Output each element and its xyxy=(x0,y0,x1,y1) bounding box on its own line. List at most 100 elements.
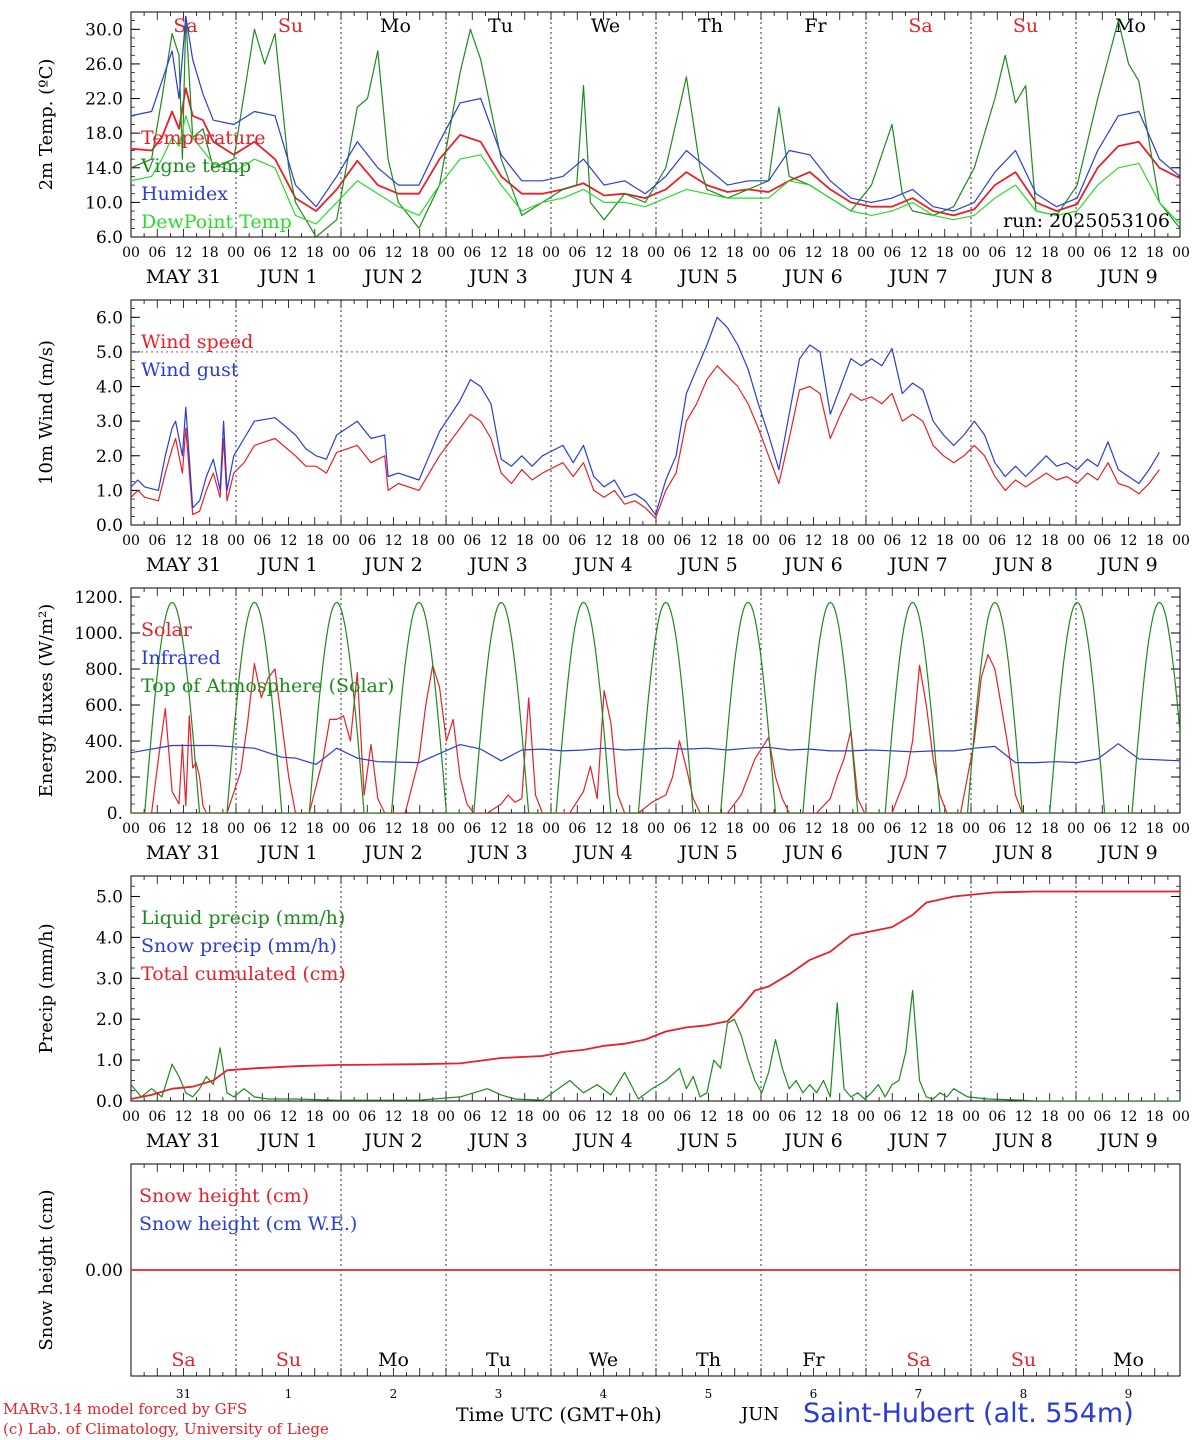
y-tick-label: 5.0 xyxy=(96,887,123,907)
hour-label: 18 xyxy=(201,1109,219,1125)
hour-label: 18 xyxy=(306,821,324,837)
hour-label: 00 xyxy=(332,245,350,261)
day-number: 2 xyxy=(390,1387,398,1401)
hour-label: 06 xyxy=(883,1109,901,1125)
weekday-label: We xyxy=(589,1349,618,1371)
y-tick-label: 3.0 xyxy=(96,412,123,432)
hour-label: 12 xyxy=(280,1109,298,1125)
y-tick-label: 200. xyxy=(85,768,123,788)
y-tick-label: 0.0 xyxy=(96,1092,123,1112)
hour-label: 12 xyxy=(595,533,613,549)
hour-label: 00 xyxy=(1067,821,1085,837)
y-tick-label: 22.0 xyxy=(85,90,123,110)
hour-label: 12 xyxy=(910,245,928,261)
series-wind-speed xyxy=(131,365,1160,519)
hour-label: 12 xyxy=(910,533,928,549)
lab-credit: (c) Lab. of Climatology, University of L… xyxy=(3,1420,329,1438)
day-number: 5 xyxy=(705,1387,713,1401)
legend-entry: Liquid precip (mm/h) xyxy=(141,907,345,929)
panel-frame xyxy=(130,11,1181,238)
series-infrared xyxy=(131,743,1180,765)
hour-label: 06 xyxy=(778,245,796,261)
series-dewpoint-temp xyxy=(131,115,1180,225)
y-axis-label: Precip (mm/h) xyxy=(36,923,57,1053)
date-label: JUN 2 xyxy=(362,842,422,864)
hour-label: 12 xyxy=(175,821,193,837)
legend-entry: Vigne temp xyxy=(140,155,251,177)
hour-label: 18 xyxy=(201,821,219,837)
hour-label: 18 xyxy=(306,245,324,261)
y-tick-label: 1.0 xyxy=(96,481,123,501)
hour-label: 12 xyxy=(1015,1109,1033,1125)
series-group xyxy=(131,316,1160,519)
hour-label: 12 xyxy=(1120,1109,1138,1125)
hour-label: 12 xyxy=(490,245,508,261)
hour-label: 00 xyxy=(752,245,770,261)
hour-label: 00 xyxy=(647,1109,665,1125)
hour-label: 00 xyxy=(1067,1109,1085,1125)
hour-label: 18 xyxy=(621,821,639,837)
hour-label: 18 xyxy=(516,533,534,549)
y-tick-label: 400. xyxy=(85,732,123,752)
hour-label: 12 xyxy=(700,533,718,549)
weekday-label: Fr xyxy=(802,1349,825,1371)
y-tick-label: 18.0 xyxy=(85,124,123,144)
y-axis-label: Energy fluxes (W/m²) xyxy=(36,604,57,798)
hour-label: 18 xyxy=(411,821,429,837)
hour-label: 12 xyxy=(805,533,823,549)
hour-label: 12 xyxy=(595,245,613,261)
hour-label: 00 xyxy=(962,245,980,261)
series-temperature xyxy=(131,87,1180,217)
date-label: JUN 9 xyxy=(1097,842,1157,864)
date-label: MAY 31 xyxy=(146,554,221,576)
date-label: JUN 4 xyxy=(572,1130,632,1152)
day-number: 3 xyxy=(495,1387,503,1401)
hour-label: 06 xyxy=(1093,245,1111,261)
hour-label: 00 xyxy=(752,1109,770,1125)
hour-label: 00 xyxy=(122,533,140,549)
date-label: JUN 3 xyxy=(467,266,527,288)
series-vigne-temp xyxy=(131,15,1180,237)
hour-label: 06 xyxy=(568,533,586,549)
hour-label: 18 xyxy=(621,1109,639,1125)
hour-label: 18 xyxy=(1146,1109,1164,1125)
hour-label: 00 xyxy=(332,821,350,837)
hour-label: 06 xyxy=(778,821,796,837)
hour-label: 12 xyxy=(280,821,298,837)
day-number: 7 xyxy=(915,1387,923,1401)
legend-entry: Temperature xyxy=(141,127,265,149)
hour-label: 12 xyxy=(175,533,193,549)
hour-label: 06 xyxy=(988,821,1006,837)
hour-label: 12 xyxy=(490,1109,508,1125)
hour-label: 06 xyxy=(1093,821,1111,837)
date-label: JUN 1 xyxy=(257,1130,317,1152)
weekday-label: Sa xyxy=(908,15,932,37)
date-label: JUN 2 xyxy=(362,1130,422,1152)
legend-entry: Infrared xyxy=(141,647,221,669)
series-group xyxy=(131,601,1180,813)
hour-label: 00 xyxy=(857,821,875,837)
y-tick-label: 600. xyxy=(85,696,123,716)
date-label: MAY 31 xyxy=(146,266,221,288)
day-number: 1 xyxy=(285,1387,293,1401)
y-tick-label: 0.00 xyxy=(85,1261,123,1281)
hour-label: 12 xyxy=(595,1109,613,1125)
hour-label: 00 xyxy=(122,821,140,837)
date-label: MAY 31 xyxy=(146,1130,221,1152)
series-wind-gust xyxy=(131,316,1160,516)
hour-label: 00 xyxy=(332,1109,350,1125)
legend-entry: Top of Atmosphere (Solar) xyxy=(141,675,394,697)
hour-label: 18 xyxy=(936,821,954,837)
date-label: JUN 4 xyxy=(572,266,632,288)
series-top-of-atmosphere-solar xyxy=(131,601,1180,813)
date-label: JUN 6 xyxy=(782,842,842,864)
series-group xyxy=(131,15,1180,237)
hour-label: 06 xyxy=(253,533,271,549)
date-label: JUN 7 xyxy=(887,842,947,864)
y-tick-label: 6.0 xyxy=(96,228,123,248)
hour-label: 18 xyxy=(726,245,744,261)
panel-wind: 0.0 1.0 2.0 3.0 4.0 5.0 6.0 10m Wind (m/s) 00 06 1… xyxy=(36,299,1190,576)
hour-label: 06 xyxy=(463,245,481,261)
hour-label: 18 xyxy=(306,533,324,549)
hour-label: 00 xyxy=(1172,1109,1190,1125)
